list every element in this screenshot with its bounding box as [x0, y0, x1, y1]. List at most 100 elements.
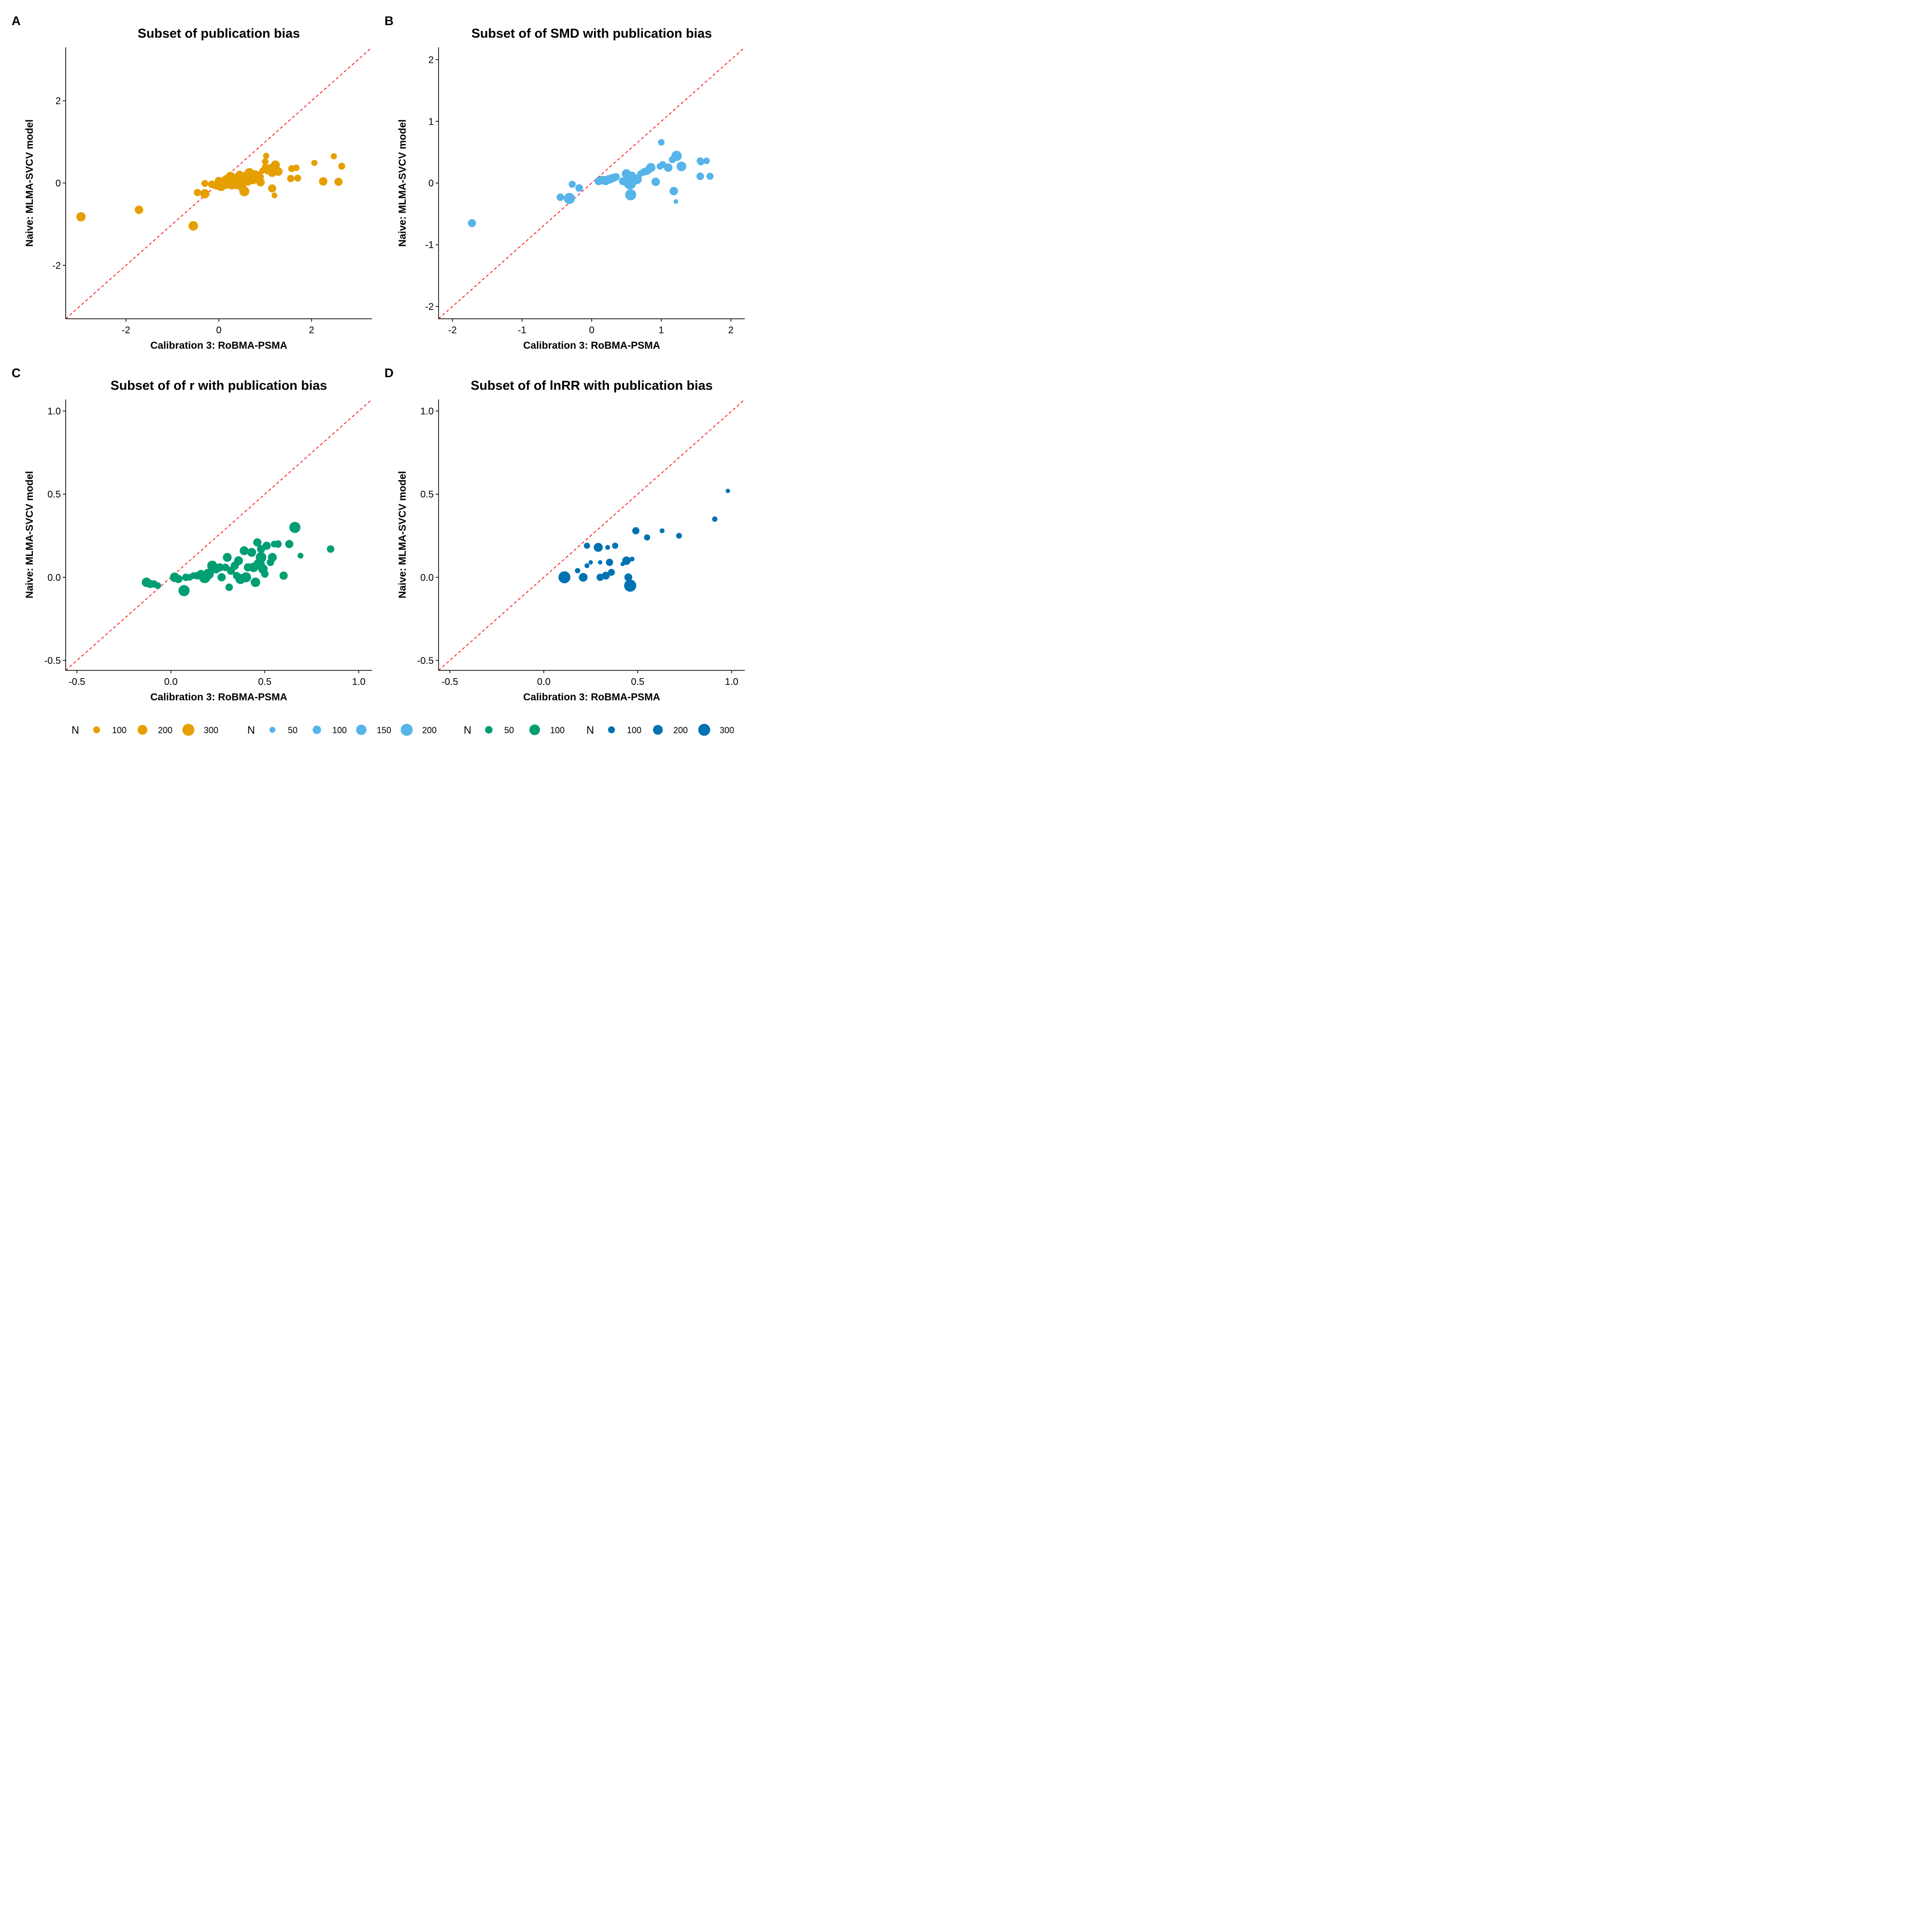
data-point	[268, 553, 277, 562]
data-point	[256, 178, 265, 187]
data-point	[605, 545, 611, 550]
data-point	[298, 553, 304, 559]
data-point	[240, 546, 249, 555]
legend-key	[269, 726, 276, 733]
data-point	[625, 189, 637, 200]
data-point	[241, 572, 251, 582]
y-axis-label: Naive: MLMA-SVCV model	[397, 119, 408, 247]
data-point	[676, 161, 686, 171]
legend-key	[182, 724, 195, 736]
data-point	[174, 575, 183, 583]
y-tick-label: 1	[428, 116, 434, 127]
data-point	[247, 548, 256, 557]
x-axis-label: Calibration 3: RoBMA-PSMA	[150, 340, 287, 351]
data-point	[669, 186, 678, 196]
data-point	[622, 556, 631, 565]
legend-title: N	[586, 724, 594, 736]
plot-area: -2 0 2 -2 0 2	[52, 47, 372, 336]
data-point	[632, 527, 639, 535]
legend-label: 300	[720, 725, 734, 735]
x-tick-label: 0.5	[631, 677, 644, 687]
data-point	[194, 189, 201, 197]
data-point	[696, 172, 704, 180]
data-point	[606, 558, 613, 566]
x-tick-label: 2	[309, 325, 314, 336]
y-tick-label: 1.0	[47, 406, 61, 417]
legend-key	[698, 724, 710, 736]
panel-b: B Subset of of SMD with publication bias…	[384, 14, 745, 351]
data-point	[602, 571, 610, 580]
panel-c: C Subset of of r with publication bias -…	[12, 366, 372, 703]
data-point	[293, 164, 300, 171]
legend-title: N	[464, 724, 471, 736]
data-point	[644, 534, 651, 541]
data-point	[468, 219, 476, 227]
panel-d: D Subset of of lnRR with publication bia…	[384, 366, 745, 703]
data-point	[664, 163, 673, 172]
data-point	[584, 563, 590, 568]
reference-line	[66, 399, 372, 670]
y-axis-label: Naive: MLMA-SVCV model	[24, 471, 35, 598]
legend-label: 50	[504, 725, 514, 735]
data-point	[200, 189, 210, 199]
legend-key	[400, 724, 413, 736]
data-point	[251, 577, 260, 587]
data-point	[203, 568, 214, 580]
data-point	[588, 560, 593, 565]
x-axis-label: Calibration 3: RoBMA-PSMA	[523, 692, 660, 703]
data-point	[673, 199, 679, 204]
y-tick-label: -2	[52, 260, 61, 271]
x-tick-label: -0.5	[69, 677, 85, 687]
legend-title: N	[247, 724, 255, 736]
legend-title: N	[71, 724, 79, 736]
y-tick-label: 0	[428, 178, 434, 189]
legend-key	[529, 724, 540, 735]
size-legend: N 100 200 300	[586, 724, 734, 736]
data-point	[287, 175, 295, 183]
data-point	[201, 180, 209, 187]
panel-a: A Subset of publication bias -2 0 2 -2 0 2 Ca…	[12, 14, 372, 351]
data-point	[239, 186, 250, 197]
data-point	[703, 157, 710, 164]
reference-line	[439, 47, 745, 319]
data-point	[188, 221, 199, 231]
y-tick-label: -2	[425, 301, 434, 312]
data-point	[330, 153, 337, 160]
data-point	[262, 541, 271, 550]
size-legend: N 50 100	[464, 724, 565, 736]
data-point	[253, 538, 262, 547]
data-point	[597, 560, 603, 565]
data-point	[256, 552, 267, 563]
data-point	[579, 573, 588, 582]
y-tick-label: 0	[56, 178, 61, 189]
legend-label: 200	[422, 725, 437, 735]
y-tick-label: 2	[56, 96, 61, 107]
legend-label: 300	[204, 725, 218, 735]
x-tick-label: 1	[659, 325, 664, 336]
x-tick-label: 0	[589, 325, 594, 336]
data-point	[725, 488, 730, 493]
legend-label: 200	[158, 725, 172, 735]
data-point	[556, 193, 564, 201]
figure-background	[0, 0, 753, 754]
legend-key	[313, 725, 321, 734]
panel-title: Subset of of r with publication bias	[111, 378, 327, 393]
data-point	[651, 177, 660, 186]
x-axis-label: Calibration 3: RoBMA-PSMA	[150, 692, 287, 703]
legend-key	[93, 726, 100, 734]
data-point	[261, 570, 269, 578]
plot-area: -0.5 0.0 0.5 1.0 -0.5 0.0 0.5 1.0	[44, 399, 372, 687]
plot-area: -0.5 0.0 0.5 1.0 -0.5 0.0 0.5 1.0	[417, 399, 745, 687]
data-point	[271, 192, 278, 199]
x-tick-label: 2	[728, 325, 734, 336]
legend-label: 100	[112, 725, 127, 735]
reference-line	[439, 399, 745, 670]
data-point	[154, 582, 161, 589]
data-point	[223, 553, 232, 562]
panel-title: Subset of of lnRR with publication bias	[471, 378, 713, 393]
y-tick-label: 0.0	[420, 572, 434, 583]
legend-label: 100	[550, 725, 565, 735]
data-point	[575, 184, 583, 192]
legend-label: 150	[377, 725, 391, 735]
data-point	[217, 573, 226, 582]
